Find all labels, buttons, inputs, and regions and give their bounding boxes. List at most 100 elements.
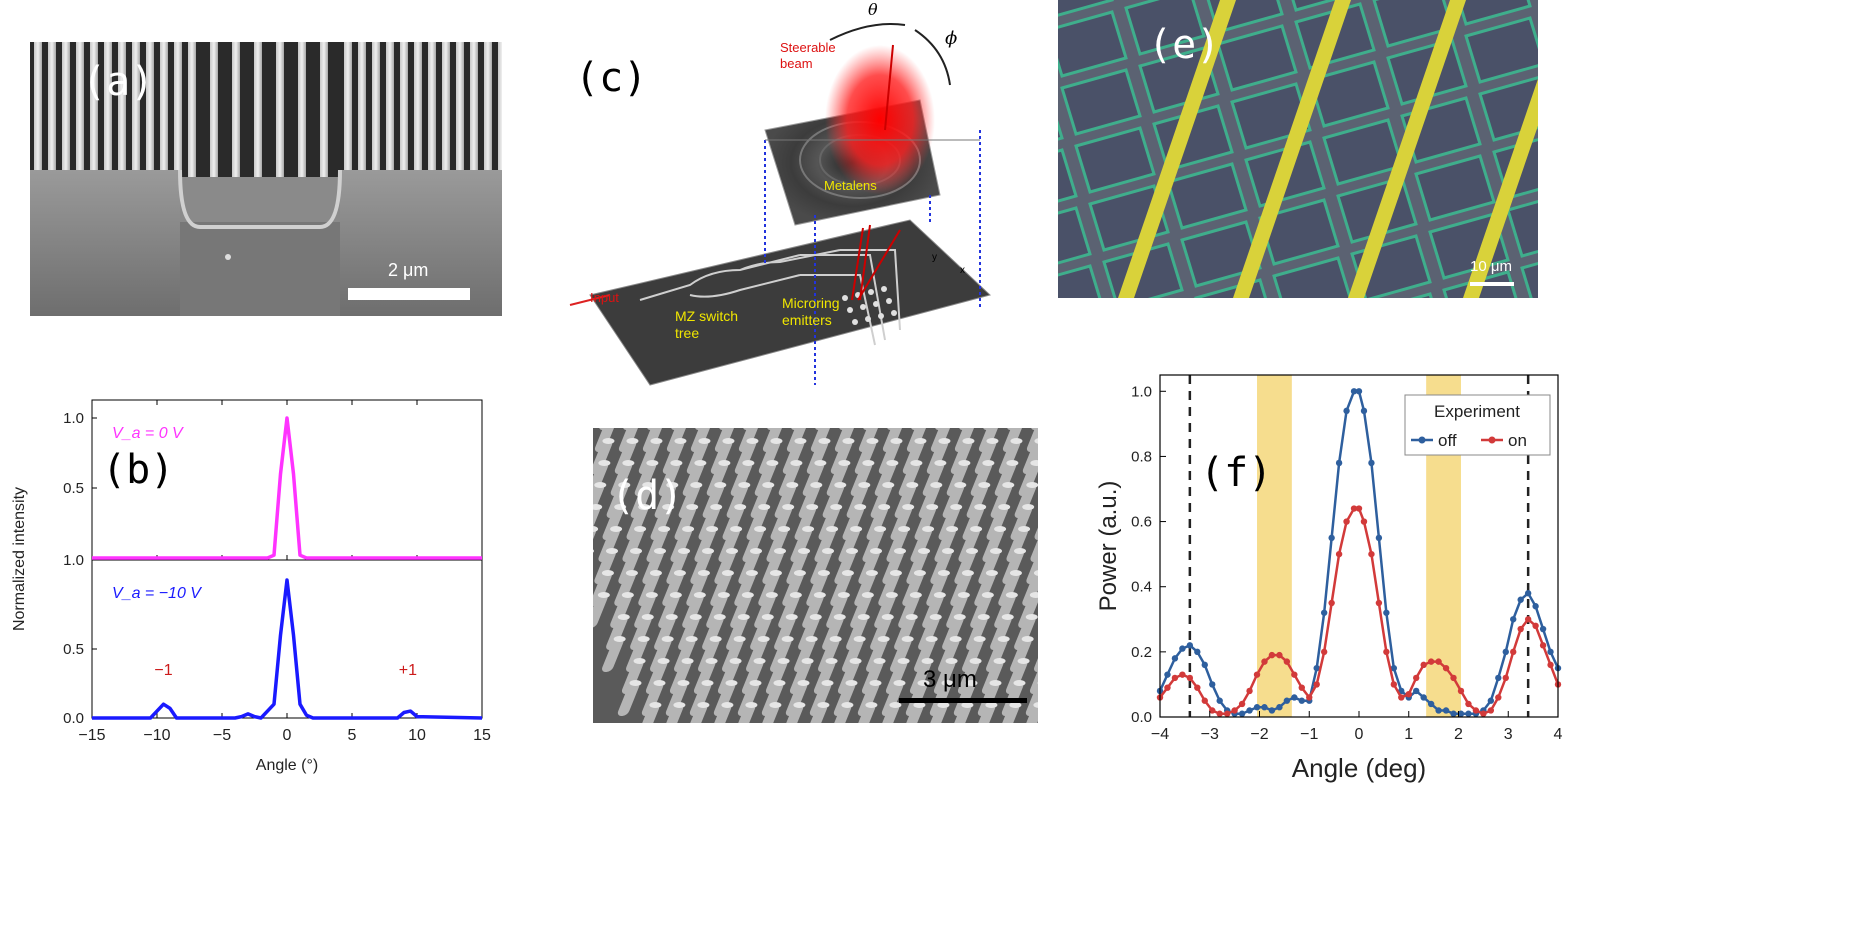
sem-fin — [146, 42, 154, 177]
panel-e-sem-image: (e) 10 μm — [1058, 0, 1538, 298]
pillar — [670, 528, 692, 562]
pillar — [906, 550, 928, 584]
pillar-top — [850, 526, 863, 532]
pillar — [922, 594, 944, 628]
pillar-top — [645, 592, 658, 598]
pillar — [877, 704, 900, 723]
sem-fin — [254, 42, 262, 177]
pillar-top — [1010, 438, 1023, 444]
pillar-top — [681, 658, 694, 664]
sem-fin — [344, 42, 352, 177]
pillar-top — [649, 570, 662, 576]
pillar-top — [758, 504, 771, 510]
pillar — [882, 428, 905, 452]
pillar — [822, 484, 845, 518]
panel-a-label: (a) — [82, 59, 155, 105]
y-tick-label: 1.0 — [1131, 383, 1152, 400]
pillar-top — [766, 460, 779, 466]
pillar-top — [938, 438, 951, 444]
pillar — [1005, 660, 1028, 694]
pillar-top — [637, 636, 650, 642]
data-point-on — [1238, 700, 1246, 708]
pillar-top — [878, 504, 891, 510]
pillar — [886, 528, 908, 562]
pillar — [706, 462, 729, 496]
pillar-top — [930, 482, 943, 488]
pillar-top — [958, 460, 971, 466]
pillar — [818, 638, 840, 672]
pillar — [790, 528, 812, 562]
pillar-top — [934, 460, 947, 466]
pillar — [870, 484, 893, 518]
x-tick-label: 2 — [1454, 726, 1463, 743]
pillar-top — [721, 702, 734, 708]
pillar — [698, 638, 720, 672]
pillar-top — [837, 592, 850, 598]
panel-e-scalebar — [1470, 282, 1514, 286]
pillar-top — [805, 636, 818, 642]
data-point-off — [1186, 642, 1194, 649]
schematic-c-drawing — [569, 23, 992, 386]
sem-fin — [188, 42, 196, 177]
data-point-off — [1450, 710, 1457, 717]
pillar-top — [818, 438, 831, 444]
data-point-on — [1539, 642, 1547, 649]
theta-label: θ — [868, 0, 878, 19]
data-point-on — [1320, 648, 1328, 656]
pillar-top — [685, 636, 698, 642]
pillar-top — [953, 614, 966, 620]
gold-electrode — [1118, 0, 1236, 298]
pillar — [854, 440, 877, 474]
grid-cell — [1308, 60, 1390, 128]
pillar — [661, 704, 684, 723]
pillar — [593, 572, 612, 606]
pillar — [630, 616, 652, 650]
annotation-bottom: V_a = −10 V — [112, 585, 202, 602]
pillar — [850, 594, 872, 628]
pillar-top — [781, 636, 794, 642]
data-point-off — [1194, 648, 1201, 656]
pillar — [593, 484, 605, 518]
pillar — [810, 428, 833, 452]
pillar — [726, 616, 748, 650]
pillar — [710, 440, 733, 474]
data-point-off — [1276, 704, 1283, 711]
data-point-off — [1517, 596, 1524, 603]
legend-box — [1404, 394, 1551, 456]
pillar — [1014, 616, 1036, 650]
pillar-top — [1033, 570, 1038, 576]
pillar — [642, 428, 665, 452]
pillar — [909, 660, 932, 694]
pillar — [658, 462, 681, 496]
pillar — [1010, 638, 1032, 672]
sem-fin — [298, 42, 306, 177]
pillar — [830, 440, 853, 474]
pillar-top — [649, 702, 662, 708]
y-axis-label: Power (a.u.) — [1095, 481, 1122, 612]
y-tick-label: 0.5 — [63, 641, 84, 658]
pillar-top — [897, 658, 910, 664]
sem-fin — [90, 42, 98, 177]
pillar-top — [1001, 614, 1014, 620]
data-point-off — [1238, 710, 1246, 717]
pillar-top — [625, 570, 638, 576]
pillar — [842, 506, 865, 540]
pillar — [713, 682, 736, 716]
pillar — [798, 484, 821, 518]
pillar — [665, 682, 688, 716]
sem-fin — [498, 42, 502, 177]
pillar — [930, 428, 953, 452]
pillar — [778, 462, 801, 496]
pillar-top — [670, 460, 683, 466]
data-point-off — [1487, 697, 1495, 704]
pillar — [978, 428, 1001, 452]
data-point-off — [1420, 694, 1427, 701]
pillar — [758, 440, 781, 474]
pillar-top — [889, 570, 902, 576]
pillar-top — [994, 526, 1007, 532]
sem-fin — [210, 42, 218, 177]
pillar-top — [730, 526, 743, 532]
data-point-off — [1442, 707, 1450, 714]
pillar — [962, 506, 985, 540]
pillar — [830, 572, 852, 606]
